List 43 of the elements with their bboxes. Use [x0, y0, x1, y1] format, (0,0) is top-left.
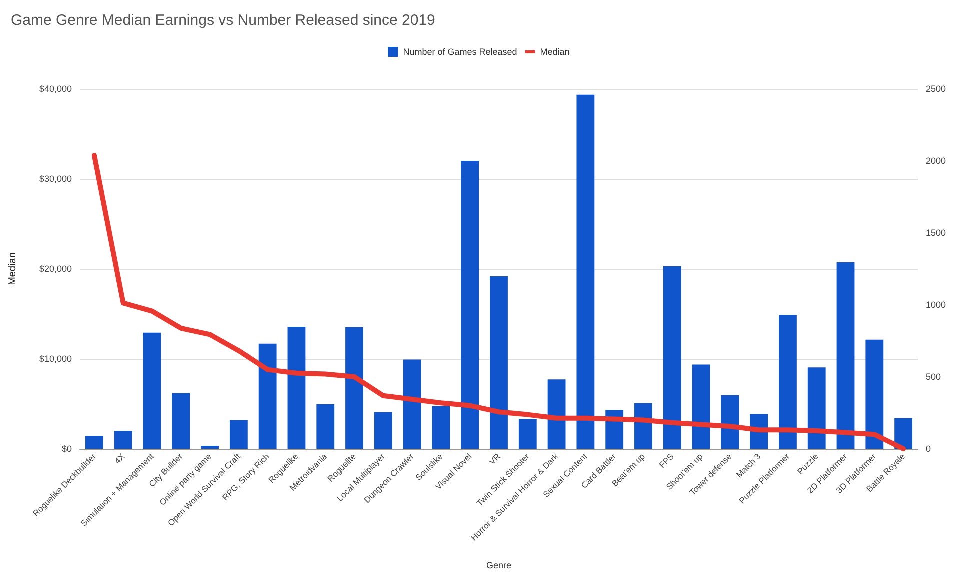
- y2-tick-label: 2500: [926, 84, 946, 94]
- x-axis-title: Genre: [486, 560, 512, 570]
- legend-label: Median: [540, 47, 570, 57]
- y2-tick-label: 500: [926, 372, 942, 382]
- bar: [230, 420, 248, 449]
- bar: [85, 436, 104, 449]
- bar: [518, 419, 537, 449]
- y2-tick-label: 0: [926, 444, 932, 454]
- bar: [316, 404, 335, 449]
- bar: [548, 380, 566, 449]
- bar: [663, 266, 682, 449]
- bar: [721, 395, 740, 449]
- bar: [808, 368, 826, 449]
- bar: [374, 412, 392, 449]
- bar: [258, 344, 277, 449]
- y2-tick-label: 1500: [926, 228, 946, 238]
- x-tick-label: VR: [487, 451, 503, 467]
- bar: [836, 262, 855, 449]
- bar: [114, 431, 132, 449]
- bar: [490, 276, 508, 449]
- bar: [894, 418, 913, 449]
- legend-label: Number of Games Released: [403, 47, 518, 57]
- bar: [432, 406, 450, 449]
- y-axis-title: Median: [8, 252, 18, 286]
- bar: [576, 94, 595, 449]
- bar: [461, 161, 480, 449]
- bar: [288, 327, 306, 449]
- y2-tick-label: 1000: [926, 300, 946, 310]
- bar: [143, 332, 162, 449]
- bar: [172, 393, 190, 449]
- y-tick-label: $20,000: [39, 264, 72, 274]
- chart-title: Game Genre Median Earnings vs Number Released since 2019: [11, 12, 436, 29]
- bar: [692, 364, 710, 449]
- y-tick-label: $30,000: [39, 174, 72, 184]
- y-tick-label: $0: [62, 444, 72, 454]
- y-tick-label: $40,000: [39, 84, 72, 94]
- bar: [346, 327, 364, 449]
- y-tick-label: $10,000: [39, 354, 72, 364]
- y2-tick-label: 2000: [926, 156, 946, 166]
- bar: [201, 446, 219, 449]
- bar: [866, 340, 884, 449]
- bar: [403, 360, 422, 449]
- bar: [779, 315, 797, 449]
